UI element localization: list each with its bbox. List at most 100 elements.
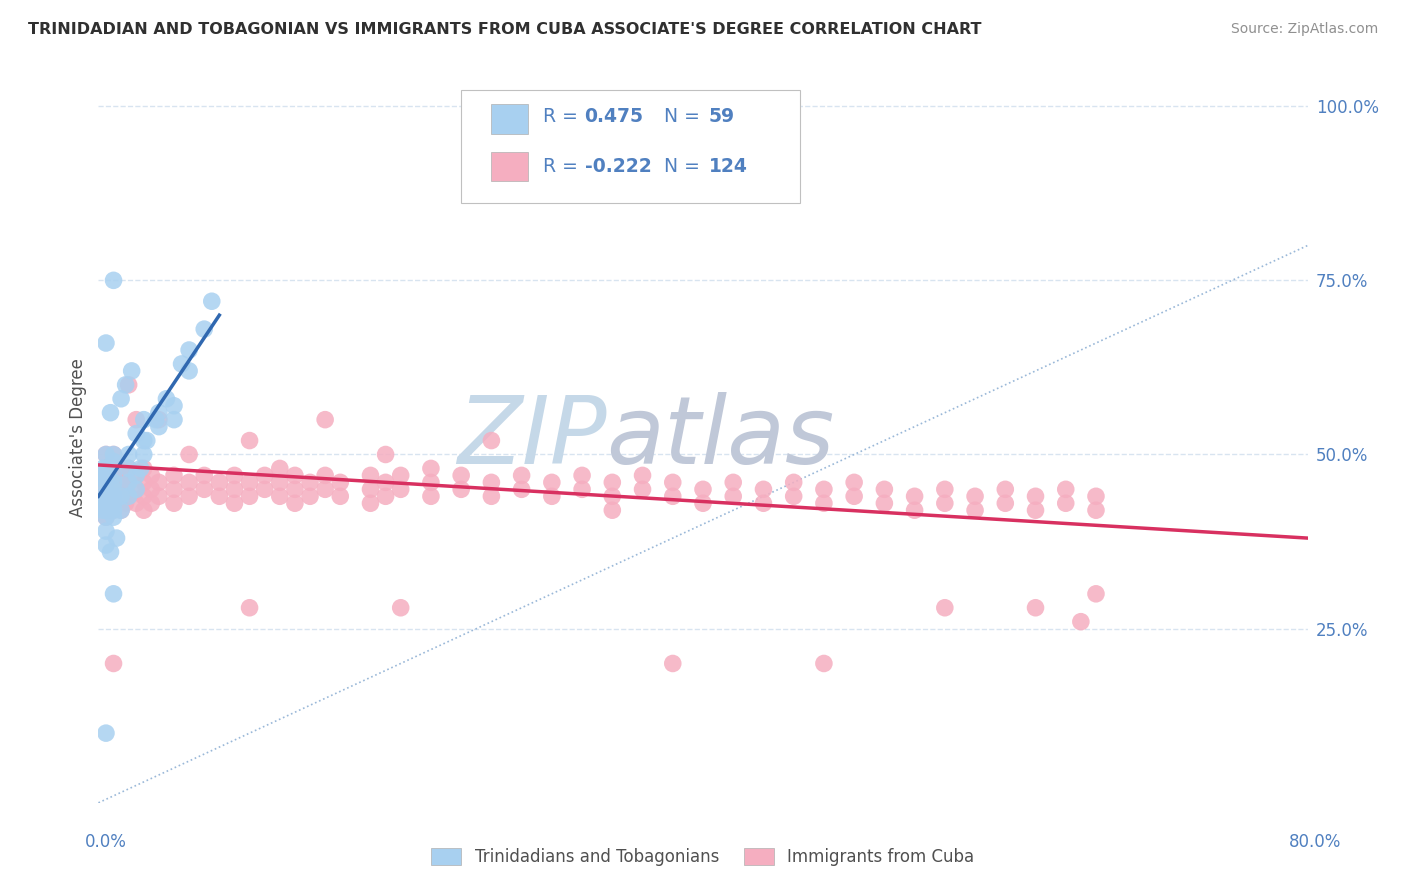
Point	[179, 448, 201, 462]
Point	[193, 483, 215, 497]
Point	[114, 468, 136, 483]
Point	[239, 475, 262, 490]
Point	[873, 496, 896, 510]
Point	[360, 468, 382, 483]
Point	[114, 496, 136, 510]
Point	[94, 510, 117, 524]
Point	[723, 475, 745, 490]
Point	[94, 726, 117, 740]
Point	[125, 412, 148, 426]
Text: -0.222: -0.222	[585, 157, 651, 176]
Point	[844, 475, 866, 490]
Text: 0.475: 0.475	[585, 107, 644, 126]
Point	[374, 448, 396, 462]
Point	[163, 468, 186, 483]
Point	[103, 454, 125, 468]
Point	[631, 483, 654, 497]
Point	[110, 475, 132, 490]
Point	[94, 468, 117, 483]
Point	[103, 448, 125, 462]
Point	[91, 503, 114, 517]
Point	[114, 377, 136, 392]
Point	[239, 600, 262, 615]
Point	[125, 483, 148, 497]
Point	[314, 412, 336, 426]
Point	[783, 475, 806, 490]
Point	[1070, 615, 1092, 629]
Point	[94, 524, 117, 538]
Point	[118, 475, 141, 490]
Point	[965, 503, 987, 517]
Point	[94, 503, 117, 517]
Point	[253, 468, 276, 483]
Point	[94, 461, 117, 475]
Point	[239, 489, 262, 503]
Point	[1024, 489, 1046, 503]
Point	[224, 496, 246, 510]
Point	[1085, 489, 1108, 503]
Point	[389, 483, 412, 497]
Text: ZIP: ZIP	[457, 392, 606, 483]
Point	[692, 496, 714, 510]
Point	[994, 483, 1017, 497]
Point	[481, 434, 503, 448]
Text: 0.0%: 0.0%	[84, 833, 127, 851]
Point	[163, 412, 186, 426]
Point	[118, 377, 141, 392]
Point	[118, 448, 141, 462]
Point	[132, 448, 155, 462]
Point	[420, 475, 443, 490]
Point	[129, 461, 152, 475]
Point	[813, 483, 835, 497]
Point	[103, 475, 125, 490]
Point	[269, 489, 291, 503]
Text: R =: R =	[543, 107, 585, 126]
Point	[118, 489, 141, 503]
Point	[752, 483, 775, 497]
Point	[103, 489, 125, 503]
Text: N =: N =	[664, 157, 706, 176]
Point	[179, 364, 201, 378]
Point	[103, 510, 125, 524]
Point	[994, 496, 1017, 510]
Point	[360, 496, 382, 510]
Point	[132, 461, 155, 475]
Point	[224, 483, 246, 497]
Point	[94, 475, 117, 490]
Point	[329, 489, 352, 503]
Point	[420, 461, 443, 475]
Point	[253, 483, 276, 497]
Point	[179, 489, 201, 503]
Point	[94, 489, 117, 503]
Point	[360, 483, 382, 497]
Point	[163, 483, 186, 497]
Point	[540, 489, 562, 503]
Point	[481, 475, 503, 490]
Point	[105, 531, 128, 545]
Point	[179, 343, 201, 357]
Point	[94, 538, 117, 552]
Point	[965, 489, 987, 503]
Point	[934, 496, 956, 510]
Point	[450, 468, 472, 483]
Point	[813, 496, 835, 510]
Point	[94, 483, 117, 497]
Text: atlas: atlas	[606, 392, 835, 483]
Point	[135, 434, 157, 448]
Point	[284, 483, 307, 497]
Point	[450, 483, 472, 497]
Point	[110, 503, 132, 517]
Point	[1024, 503, 1046, 517]
Point	[96, 468, 118, 483]
Point	[510, 468, 533, 483]
Point	[103, 503, 125, 517]
Point	[661, 657, 683, 671]
Point	[94, 496, 117, 510]
Point	[132, 412, 155, 426]
Point	[692, 483, 714, 497]
Point	[110, 392, 132, 406]
Point	[155, 392, 177, 406]
Point	[132, 434, 155, 448]
Point	[103, 468, 125, 483]
Point	[94, 448, 117, 462]
